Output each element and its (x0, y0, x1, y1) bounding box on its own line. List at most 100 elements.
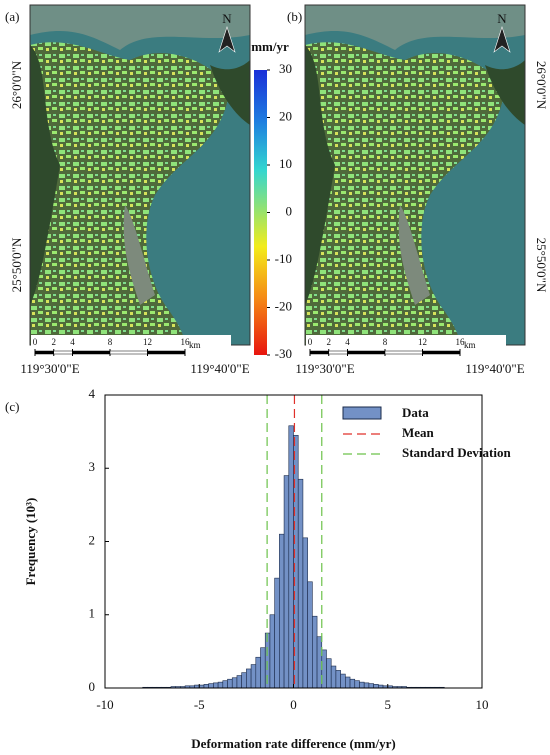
bar (354, 680, 360, 689)
bar (213, 682, 219, 689)
lat-label: 25°50'0"N (9, 237, 24, 292)
bar (203, 684, 209, 689)
scale-tick-label: 0 (308, 337, 313, 347)
bar (321, 649, 327, 689)
scale-tick-label: 8 (108, 337, 113, 347)
y-tick-label: 0 (89, 679, 96, 694)
bar (363, 682, 370, 689)
colorbar-tick-label: -10 (275, 251, 292, 266)
bar (330, 665, 337, 689)
lat-label: 26°0'0"N (9, 60, 24, 109)
bar (260, 647, 266, 689)
bar (297, 478, 304, 689)
bar (283, 475, 290, 689)
lon-label: 119°40'0"E (190, 361, 249, 376)
x-axis-label: Deformation rate difference (mm/yr) (191, 736, 395, 751)
panel-label: (b) (287, 9, 302, 24)
colorbar-tick-label: 0 (286, 203, 293, 218)
scale-segment (72, 350, 111, 355)
bar (236, 675, 242, 689)
bar (250, 664, 257, 689)
bar (255, 656, 261, 689)
lat-label: 26°0'0"N (534, 61, 549, 110)
lat-label: 25°50'0"N (534, 238, 549, 293)
scale-tick-label: 8 (383, 337, 388, 347)
bar (373, 684, 379, 689)
bar (269, 614, 275, 689)
plot-frame (104, 394, 483, 689)
bar (345, 676, 351, 689)
scale-tick-label: 2 (327, 337, 332, 347)
bar (241, 672, 247, 689)
scale-tick-label: 0 (33, 337, 38, 347)
scale-tick-label: 16 (456, 337, 466, 347)
bar (302, 537, 308, 689)
lon-label: 119°30'0"E (295, 361, 354, 376)
legend-label: Data (402, 405, 429, 420)
lon-label: 119°40'0"E (465, 361, 524, 376)
map-image (305, 5, 525, 345)
map-image (30, 5, 250, 345)
colorbar-tick-label: -30 (275, 346, 292, 361)
legend-label: Mean (402, 425, 435, 440)
scale-tick-label: 12 (143, 337, 152, 347)
scale-segment (328, 350, 348, 355)
legend-label: Standard Deviation (402, 445, 511, 460)
y-tick-label: 4 (89, 386, 96, 401)
panel-label: (a) (5, 9, 19, 24)
bar (208, 683, 214, 689)
lon-label: 119°30'0"E (20, 361, 79, 376)
bar (279, 533, 285, 689)
scale-segment (384, 350, 423, 355)
scale-tick-label: 2 (52, 337, 57, 347)
scale-segment (34, 350, 54, 355)
bar (340, 673, 346, 689)
x-tick-label: 10 (476, 697, 489, 712)
panel-label: (c) (5, 399, 19, 414)
colorbar (254, 70, 267, 355)
bar (231, 677, 238, 689)
colorbar-tick-label: 30 (279, 61, 292, 76)
north-label: N (497, 11, 507, 26)
scale-segment (53, 350, 73, 355)
scale-segment (147, 350, 186, 355)
scale-unit: km (464, 340, 476, 350)
bar (335, 670, 341, 689)
north-label: N (222, 11, 232, 26)
bar (222, 680, 228, 689)
bar (246, 668, 252, 689)
scale-segment (422, 350, 461, 355)
colorbar-tick-label: -20 (275, 298, 292, 313)
scale-tick-label: 16 (181, 337, 191, 347)
scale-segment (309, 350, 329, 355)
scale-tick-label: 12 (418, 337, 427, 347)
x-tick-label: -5 (194, 697, 205, 712)
north-arrow (493, 26, 511, 53)
bar (359, 681, 365, 689)
bar (274, 577, 280, 689)
scale-segment (109, 350, 148, 355)
scale-unit: km (189, 340, 201, 350)
bar (307, 581, 313, 689)
bar (227, 678, 233, 689)
x-tick-label: 5 (385, 697, 392, 712)
colorbar-tick-label: 10 (279, 156, 292, 171)
legend-swatch (342, 406, 382, 420)
bar (368, 683, 374, 689)
x-tick-label: 0 (290, 697, 297, 712)
y-tick-label: 3 (89, 459, 96, 474)
scale-tick-label: 4 (70, 337, 75, 347)
scale-tick-label: 4 (345, 337, 350, 347)
colorbar-tick-label: 20 (279, 108, 292, 123)
scale-segment (347, 350, 386, 355)
bar (326, 658, 332, 689)
bar (312, 615, 318, 689)
y-tick-label: 2 (89, 532, 96, 547)
bar (316, 636, 323, 689)
bar (349, 678, 356, 689)
x-tick-label: -10 (96, 697, 113, 712)
bar (288, 425, 294, 689)
north-arrow (218, 26, 236, 53)
